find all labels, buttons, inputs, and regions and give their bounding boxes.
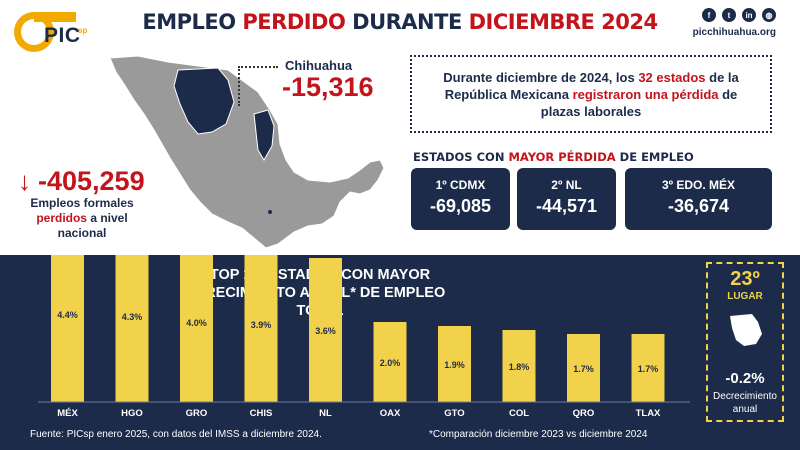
x-tick-label: OAX <box>380 408 401 419</box>
note-part-5: de plazas laborales <box>540 86 738 119</box>
x-tick-label: TLAX <box>636 408 661 419</box>
rank-value: -69,085 <box>429 196 492 216</box>
callout-line <box>238 66 278 106</box>
chart-footnote: *Comparación diciembre 2023 vs diciembre… <box>429 429 648 440</box>
rank-label: 1º CDMX <box>435 178 486 192</box>
cdmx-marker-icon <box>268 210 272 214</box>
site-url[interactable]: picchihuahua.org <box>692 27 776 38</box>
x-tick-label: QRO <box>573 408 595 419</box>
facebook-icon[interactable]: f <box>702 8 716 22</box>
logo-mark-icon <box>14 12 76 52</box>
bar-hgo <box>115 255 149 402</box>
web-icon[interactable]: ◍ <box>762 8 776 22</box>
highlight-state: Chihuahua <box>285 58 353 73</box>
highlight-value: -15,316 <box>282 72 374 102</box>
bar-value-label: 1.7% <box>573 364 594 374</box>
x-tick-label: GRO <box>186 408 208 419</box>
chihuahua-shape-icon <box>730 314 762 346</box>
heading-part-1: ESTADOS CON <box>413 150 509 164</box>
title-part-2: PERDIDO <box>242 10 346 34</box>
note-box: Durante diciembre de 2024, los 32 estado… <box>410 55 772 133</box>
national-text-1: Empleos formales <box>30 196 134 210</box>
x-tick-label: GTO <box>444 408 464 419</box>
bar-value-label: 2.0% <box>380 358 401 368</box>
title-part-3: DURANTE <box>345 10 469 34</box>
pic-logo <box>12 6 94 56</box>
bar-méx <box>51 255 84 402</box>
bar-value-label: 4.4% <box>57 310 78 320</box>
national-value: -405,259 <box>38 166 145 196</box>
x-tick-label: CHIS <box>250 408 273 419</box>
x-tick-label: HGO <box>121 408 143 419</box>
note-part-2: 32 estados <box>638 69 706 85</box>
heading-part-3: DE EMPLEO <box>615 150 694 164</box>
bar-tlax <box>631 334 665 402</box>
social-icons: f t in ◍ <box>702 8 776 22</box>
chihuahua-state-icon <box>173 67 235 135</box>
rank-card: 3º EDO. MÉX -36,674 <box>625 168 772 230</box>
note-part-1: Durante diciembre de 2024, los <box>443 69 639 85</box>
bar-oax <box>373 322 407 402</box>
page-title: EMPLEO PERDIDO DURANTE DICIEMBRE 2024 <box>0 10 800 34</box>
bar-value-label: 1.7% <box>638 364 659 374</box>
rank-card: 1º CDMX -69,085 <box>411 168 510 230</box>
side-text: Decrecimiento anual <box>713 391 777 415</box>
rank-card: 2º NL -44,571 <box>517 168 616 230</box>
rank-value: -36,674 <box>667 196 730 216</box>
side-rank-label: LUGAR <box>727 291 763 302</box>
twitter-icon[interactable]: t <box>722 8 736 22</box>
bar-gto <box>438 326 471 402</box>
loss-ranking-heading: ESTADOS CON MAYOR PÉRDIDA DE EMPLEO <box>0 150 800 164</box>
national-text-3: a nivel nacional <box>57 211 128 240</box>
mexico-map <box>109 55 385 249</box>
rank-value: -44,571 <box>535 196 598 216</box>
bar-qro <box>567 334 600 402</box>
bar-gro <box>180 255 213 402</box>
bar-nl <box>309 258 342 402</box>
linkedin-icon[interactable]: in <box>742 8 756 22</box>
x-tick-label: MÉX <box>57 408 78 419</box>
title-part-4: DICIEMBRE 2024 <box>468 10 659 34</box>
bar-value-label: 1.9% <box>444 360 465 370</box>
logo-text: PIC <box>44 24 81 47</box>
bar-value-label: 1.8% <box>509 362 530 372</box>
bar-value-label: 4.0% <box>186 318 207 328</box>
side-value: -0.2% <box>725 370 765 387</box>
growth-bar-chart: 4.4% MÉX 4.3% HGO 4.0% GRO 3.9% CHIS 3.6% NL 2.0% O… <box>38 255 690 419</box>
national-text-2: perdidos <box>36 211 87 225</box>
note-text: Durante diciembre de 2024, los 32 estado… <box>424 69 758 120</box>
down-arrow-icon: ↓ <box>18 166 31 196</box>
national-text: Empleos formales perdidos a nivel nacion… <box>22 196 142 241</box>
note-part-4: registraron una pérdida <box>572 86 719 102</box>
heading-part-2: MAYOR PÉRDIDA <box>508 150 616 164</box>
bar-value-label: 4.3% <box>122 312 143 322</box>
side-rank: 23º <box>730 268 760 290</box>
title-part-1: EMPLEO <box>142 10 243 34</box>
note-part-3: de la República Mexicana <box>444 69 739 102</box>
source-note: Fuente: PICsp enero 2025, con datos del … <box>30 429 322 440</box>
bar-value-label: 3.9% <box>251 320 272 330</box>
nuevo-leon-state-icon <box>253 109 275 161</box>
rank-label: 3º EDO. MÉX <box>661 178 736 192</box>
rank-label: 2º NL <box>551 178 582 192</box>
x-tick-label: NL <box>319 408 332 419</box>
bar-value-label: 3.6% <box>315 326 336 336</box>
logo-sup: sp <box>78 26 88 35</box>
bar-chis <box>244 255 278 402</box>
x-tick-label: COL <box>509 408 529 419</box>
bar-col <box>502 330 536 402</box>
mexico-outline-icon <box>109 55 385 249</box>
chihuahua-rank-box: 23º LUGAR -0.2% Decrecimiento anual <box>706 262 784 422</box>
